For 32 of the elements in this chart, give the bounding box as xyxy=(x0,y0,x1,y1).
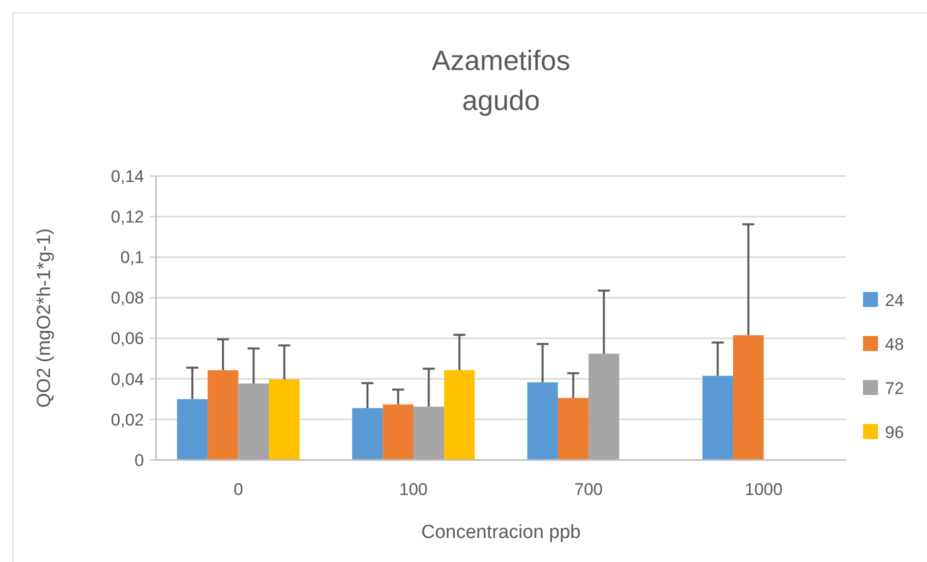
y-tick-label: 0,1 xyxy=(120,248,144,268)
y-tick-label: 0,04 xyxy=(110,370,144,389)
bar xyxy=(558,398,589,460)
x-tick-label: 1000 xyxy=(744,480,783,499)
bar xyxy=(444,370,475,460)
bar xyxy=(238,384,269,460)
bar xyxy=(588,354,620,460)
y-tick-label: 0,12 xyxy=(110,208,144,227)
y-tick-label: 0,08 xyxy=(110,288,144,308)
legend-label: 48 xyxy=(885,334,904,354)
y-tick-label: 0,06 xyxy=(110,329,144,348)
y-tick-label: 0 xyxy=(134,450,144,470)
y-axis-title: QO2 (mgO2*h-1*g-1) xyxy=(34,228,55,408)
bar xyxy=(702,376,734,460)
x-tick-label: 0 xyxy=(234,480,244,499)
bar xyxy=(382,404,414,460)
bar xyxy=(352,408,383,460)
y-tick-label: 0,02 xyxy=(110,410,144,430)
legend-label: 72 xyxy=(885,378,904,398)
y-tick-label: 0,14 xyxy=(110,166,144,186)
bar xyxy=(733,335,764,460)
bar xyxy=(208,370,238,460)
legend-label: 24 xyxy=(885,290,904,310)
chart-title: Azametifos agudo xyxy=(432,45,570,116)
bar xyxy=(177,399,208,460)
bar xyxy=(527,382,558,460)
x-axis-title: Concentracion ppb xyxy=(421,522,581,543)
bar xyxy=(268,379,300,460)
x-tick-label: 100 xyxy=(399,480,428,499)
x-tick-label: 700 xyxy=(574,480,603,499)
bar xyxy=(413,406,444,460)
legend-label: 96 xyxy=(885,422,904,442)
